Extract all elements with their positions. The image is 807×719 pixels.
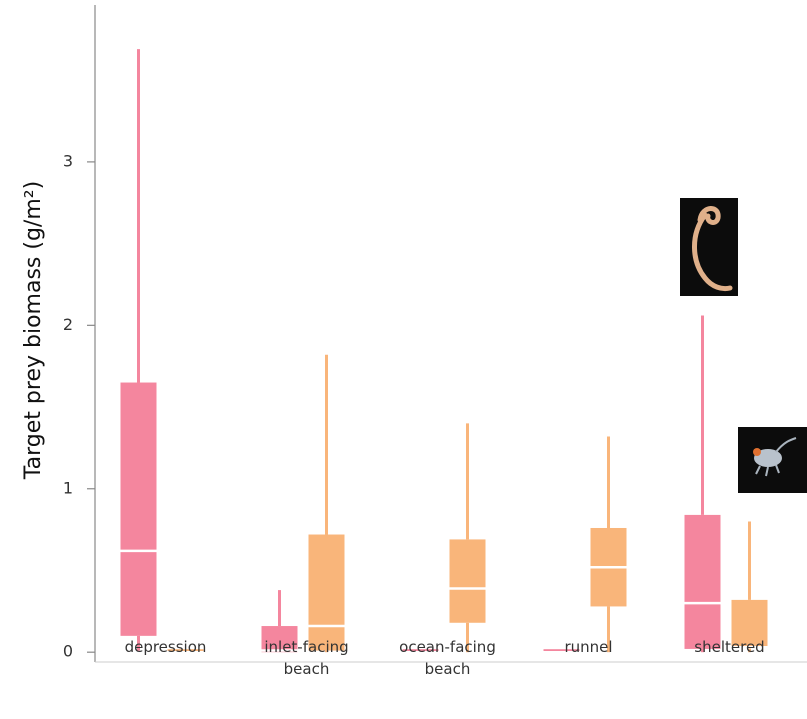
- x-tick-label: ocean-facing beach: [398, 636, 498, 680]
- y-tick-label: 0: [63, 642, 73, 661]
- chart: Target prey biomass (g/m²) 0 1 2 3: [0, 0, 807, 719]
- box: [685, 515, 721, 649]
- amphipod-icon: [738, 427, 807, 493]
- y-tick-label: 2: [63, 315, 73, 334]
- y-tick-label: 1: [63, 478, 73, 497]
- page: Target prey biomass (g/m²) 0 1 2 3 depressi…: [0, 0, 807, 719]
- y-tick-label: 3: [63, 151, 73, 170]
- x-tick-label: inlet-facing beach: [257, 636, 357, 680]
- x-tick-label: depression: [106, 636, 226, 658]
- worm-icon: [680, 198, 738, 296]
- box: [121, 383, 157, 636]
- y-axis-title: Target prey biomass (g/m²): [21, 181, 46, 480]
- box: [309, 535, 345, 651]
- x-tick-label: sheltered: [680, 636, 780, 658]
- x-tick-label: runnel: [539, 636, 639, 658]
- box: [450, 539, 486, 622]
